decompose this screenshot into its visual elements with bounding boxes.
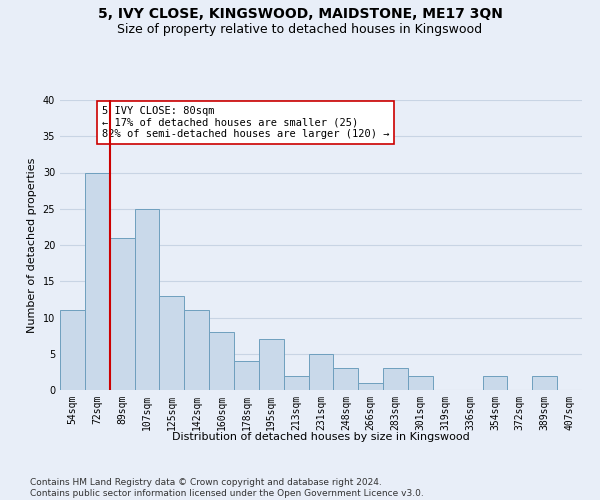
Bar [408,376,433,390]
Bar [284,376,308,390]
Text: Distribution of detached houses by size in Kingswood: Distribution of detached houses by size … [172,432,470,442]
Text: 5, IVY CLOSE, KINGSWOOD, MAIDSTONE, ME17 3QN: 5, IVY CLOSE, KINGSWOOD, MAIDSTONE, ME17… [98,8,502,22]
Bar [85,172,110,390]
Bar [110,238,134,390]
Bar [134,209,160,390]
Bar [308,354,334,390]
Bar [160,296,184,390]
Bar [383,368,408,390]
Bar [184,310,209,390]
Text: 5 IVY CLOSE: 80sqm
← 17% of detached houses are smaller (25)
82% of semi-detache: 5 IVY CLOSE: 80sqm ← 17% of detached hou… [102,106,389,139]
Bar [482,376,508,390]
Bar [532,376,557,390]
Text: Contains HM Land Registry data © Crown copyright and database right 2024.
Contai: Contains HM Land Registry data © Crown c… [30,478,424,498]
Bar [234,361,259,390]
Y-axis label: Number of detached properties: Number of detached properties [27,158,37,332]
Bar [259,339,284,390]
Text: Size of property relative to detached houses in Kingswood: Size of property relative to detached ho… [118,22,482,36]
Bar [60,310,85,390]
Bar [209,332,234,390]
Bar [334,368,358,390]
Bar [358,383,383,390]
